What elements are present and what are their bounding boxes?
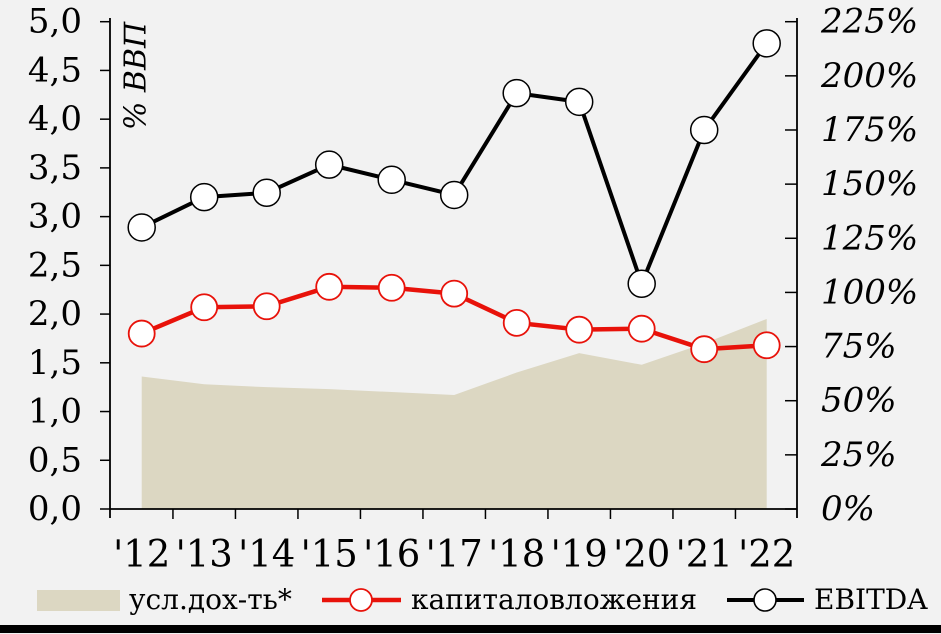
left-tick-label: 2,0 (28, 294, 82, 334)
capex-line-swatch (321, 588, 401, 612)
left-tick-label: 1,0 (28, 392, 82, 432)
left-tick-label: 1,5 (28, 343, 82, 383)
ebitda-point-19 (564, 87, 594, 117)
right-tick-label: 75% (821, 327, 897, 367)
ebitda-swatch-marker (753, 588, 777, 612)
x-tick-label: '19 (551, 533, 608, 576)
x-tick-label: '20 (613, 533, 670, 576)
right-tick-label: 125% (821, 218, 918, 258)
right-tick-label: 175% (821, 110, 918, 150)
ebitda-point-18 (502, 78, 531, 108)
right-tick-label: 225% (820, 2, 918, 42)
left-tick-label: 4,5 (28, 50, 82, 90)
legend-item-area: усл.дох-ть* (37, 586, 292, 614)
ebitda-point-12 (127, 213, 156, 242)
bottom-rule (0, 625, 941, 633)
left-tick-label: 4,0 (28, 99, 82, 139)
x-tick-label: '14 (238, 533, 295, 576)
x-tick-label: '12 (113, 533, 170, 576)
x-tick-label: '15 (301, 533, 358, 576)
plot-area: 5,0 4,5 4,0 3,5 3,0 2,5 2,0 1,5 1,0 0,5 0,0 225% 200… (28, 2, 918, 576)
right-tick-label: 50% (821, 381, 897, 421)
ebitda-point-16 (377, 165, 406, 195)
legend-item-ebitda: EBITDA (726, 586, 927, 614)
right-tick-label: 25% (820, 435, 897, 475)
capex-point-15 (315, 272, 344, 301)
left-tick-label: 5,0 (28, 2, 82, 42)
ebitda-line (140, 42, 769, 290)
ebitda-point-14 (252, 178, 281, 208)
ebitda-point-20 (627, 269, 656, 299)
ebitda-point-15 (314, 150, 344, 179)
capex-swatch-marker (349, 588, 373, 612)
x-tick-label: '21 (676, 533, 733, 576)
right-tick-label: 200% (820, 56, 918, 96)
capex-point-21 (690, 335, 719, 364)
ebitda-point-22 (752, 29, 781, 58)
left-axis-title: % ВВП (119, 21, 154, 130)
x-tick-label: '22 (738, 533, 795, 576)
left-tick-label: 0,0 (28, 489, 82, 529)
left-tick-label: 0,5 (28, 440, 82, 480)
capex-point-17 (440, 279, 469, 308)
legend-label-capex: капиталовложения (410, 583, 698, 616)
capex-point-16 (377, 273, 406, 302)
left-tick-label: 3,5 (28, 148, 82, 188)
capex-point-18 (502, 308, 531, 337)
left-tick-label: 3,0 (28, 197, 82, 237)
legend: усл.дох-ть* капиталовложения EBITDA (37, 583, 927, 617)
x-tick-label: '13 (176, 533, 233, 576)
x-tick-label: '17 (426, 533, 483, 576)
legend-item-capex: капиталовложения (321, 586, 697, 614)
area-series (141, 318, 767, 509)
x-tick-label: '18 (488, 533, 545, 576)
right-tick-label: 0% (821, 489, 875, 529)
ebitda-point-13 (189, 182, 219, 212)
ebitda-line-swatch (727, 588, 805, 612)
capex-point-20 (627, 314, 656, 343)
area-swatch (37, 589, 120, 611)
left-tick-label: 2,5 (28, 245, 82, 285)
right-tick-label: 150% (821, 164, 918, 204)
ebitda-point-21 (689, 115, 719, 145)
legend-label-area: усл.дох-ть* (129, 583, 292, 616)
capex-point-19 (565, 315, 594, 344)
capex-point-22 (752, 331, 781, 360)
x-tick-label: '16 (363, 533, 420, 576)
capex-point-12 (127, 319, 156, 348)
capex-point-14 (252, 292, 281, 321)
capex-point-13 (190, 293, 219, 322)
legend-label-ebitda: EBITDA (814, 583, 928, 616)
ebitda-point-17 (439, 180, 469, 210)
right-tick-label: 100% (821, 272, 918, 312)
